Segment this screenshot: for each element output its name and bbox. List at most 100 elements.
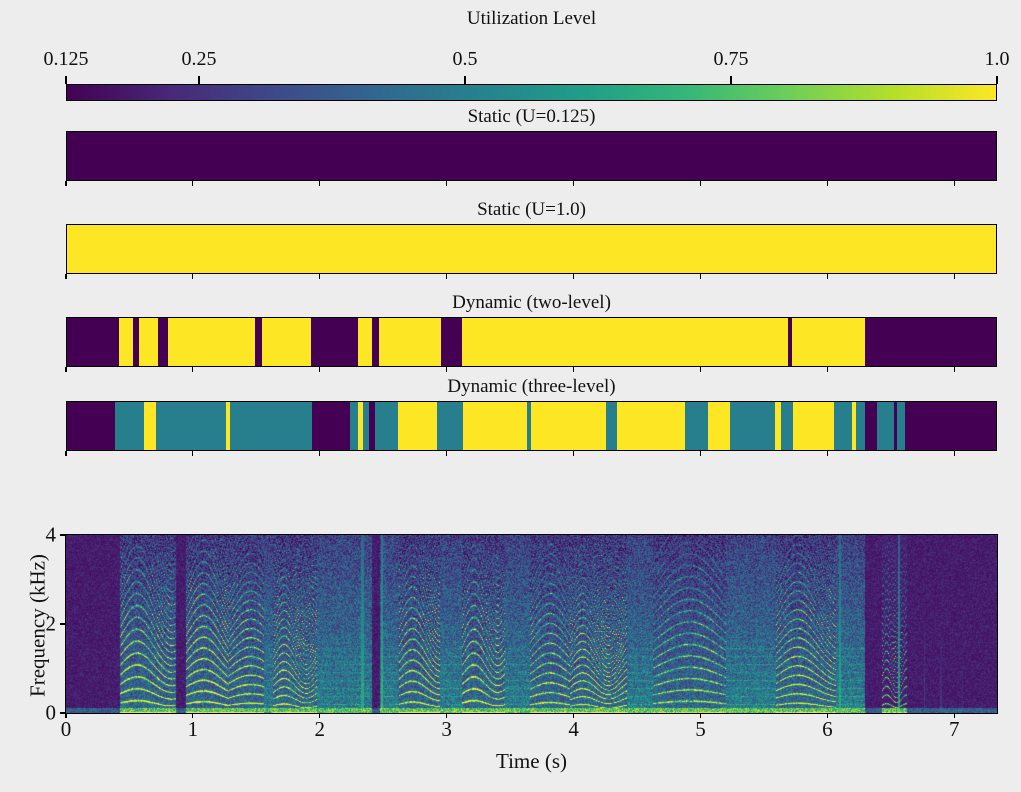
utilization-segment-high [791, 318, 866, 366]
colorbar-tick-label: 0.25 [181, 48, 217, 70]
utilization-segment-mid [526, 402, 532, 450]
utilization-segment-high [262, 318, 312, 366]
bar-time-tick [826, 451, 828, 456]
utilization-segment-low [255, 318, 263, 366]
bar-time-tick [572, 451, 575, 456]
utilization-segment-mid [155, 402, 227, 450]
bar-time-tick [65, 181, 67, 186]
colorbar-tick-label: 0.75 [713, 48, 749, 70]
x-axis-tick [826, 713, 828, 718]
x-axis-tick-label: 2 [314, 717, 326, 741]
utilization-segment-high [463, 402, 528, 450]
bar-time-tick [953, 367, 955, 372]
utilization-segment-low [894, 402, 898, 450]
utilization-segment-mid [115, 402, 145, 450]
x-axis-tick-label: 7 [948, 717, 960, 741]
x-axis-tick-label: 4 [568, 717, 579, 741]
utilization-segment-low [132, 318, 140, 366]
bar-time-tick [65, 274, 67, 279]
bar-time-tick [65, 367, 67, 372]
panel-title-static-high: Static (U=1.0) [477, 199, 586, 220]
bar-time-tick [953, 181, 955, 186]
x-axis-tick [446, 713, 448, 718]
x-axis-tick [319, 713, 321, 718]
y-axis-tick [60, 534, 65, 536]
colorbar-tick-label: 0.5 [452, 48, 478, 70]
utilization-bar-static-low [66, 131, 997, 181]
utilization-segment-high [143, 402, 156, 450]
colorbar-title: Utilization Level [466, 8, 597, 29]
bar-time-tick [192, 451, 194, 456]
utilization-segment-mid [781, 402, 794, 450]
utilization-segment-high [379, 318, 442, 366]
bar-time-tick [319, 451, 321, 456]
utilization-segment-low [864, 402, 878, 450]
utilization-segment-mid [350, 402, 359, 450]
utilization-segment-high [792, 402, 835, 450]
bar-time-tick [826, 367, 828, 372]
utilization-segment-mid [375, 402, 399, 450]
x-axis-tick [953, 713, 955, 718]
bar-time-tick [826, 274, 828, 279]
utilization-segment-low [904, 402, 996, 450]
colorbar-tick [198, 76, 200, 84]
bar-time-tick [826, 181, 828, 186]
x-axis-tick-label: 6 [822, 717, 833, 741]
colorbar-tick [65, 76, 67, 84]
bar-time-tick [953, 451, 955, 456]
utilization-segment-high [774, 402, 782, 450]
colorbar-gradient [66, 84, 997, 101]
utilization-segment-high [119, 318, 134, 366]
bar-time-tick [572, 367, 575, 372]
y-axis-tick-label: 0 [45, 700, 57, 725]
bar-time-tick [699, 451, 702, 456]
bar-time-tick [699, 274, 702, 279]
bar-time-tick [446, 451, 448, 456]
utilization-segment-mid [606, 402, 617, 450]
colorbar-tick [730, 76, 732, 84]
x-axis-label: Time (s) [496, 749, 567, 773]
utilization-segment-low [441, 318, 463, 366]
utilization-segment-low [67, 402, 116, 450]
y-axis-tick-label: 4 [45, 522, 57, 547]
panel-title-dynamic-three-level: Dynamic (three-level) [447, 376, 616, 397]
utilization-segment-high [67, 225, 996, 273]
x-axis-tick-label: 0 [60, 717, 72, 741]
panel-title-dynamic-two-level: Dynamic (two-level) [452, 292, 611, 313]
utilization-segment-low [865, 318, 996, 366]
colorbar-tick [464, 76, 466, 84]
spectrogram-canvas [66, 535, 997, 713]
colorbar-tick-label: 0.125 [43, 48, 89, 70]
utilization-segment-high [398, 402, 438, 450]
y-axis-tick-label: 2 [45, 611, 57, 636]
utilization-segment-low [787, 318, 792, 366]
bar-time-tick [192, 367, 194, 372]
bar-time-tick [192, 181, 194, 186]
utilization-segment-high [707, 402, 731, 450]
utilization-bar-dynamic-three-level [66, 401, 997, 451]
colorbar-tick [996, 76, 998, 84]
spectrogram-panel [64, 533, 998, 714]
bar-time-tick [446, 181, 448, 186]
bar-time-tick [319, 274, 321, 279]
y-axis-tick [60, 712, 65, 714]
utilization-segment-low [311, 402, 351, 450]
bar-time-tick [65, 451, 67, 456]
utilization-segment-mid [230, 402, 313, 450]
bar-time-tick [319, 181, 321, 186]
bar-time-tick [572, 181, 575, 186]
x-axis-tick-label: 5 [695, 717, 706, 741]
utilization-segment-mid [856, 402, 866, 450]
utilization-segment-high [167, 318, 256, 366]
utilization-segment-mid [834, 402, 853, 450]
y-axis-tick [60, 623, 65, 625]
bar-time-tick [699, 367, 702, 372]
utilization-segment-high [358, 318, 373, 366]
bar-time-tick [699, 181, 702, 186]
x-axis-tick [65, 713, 67, 718]
bar-time-tick [572, 274, 575, 279]
colorbar-tick-label: 1.0 [984, 48, 1010, 70]
bar-time-tick [446, 367, 448, 372]
bar-time-tick [192, 274, 194, 279]
